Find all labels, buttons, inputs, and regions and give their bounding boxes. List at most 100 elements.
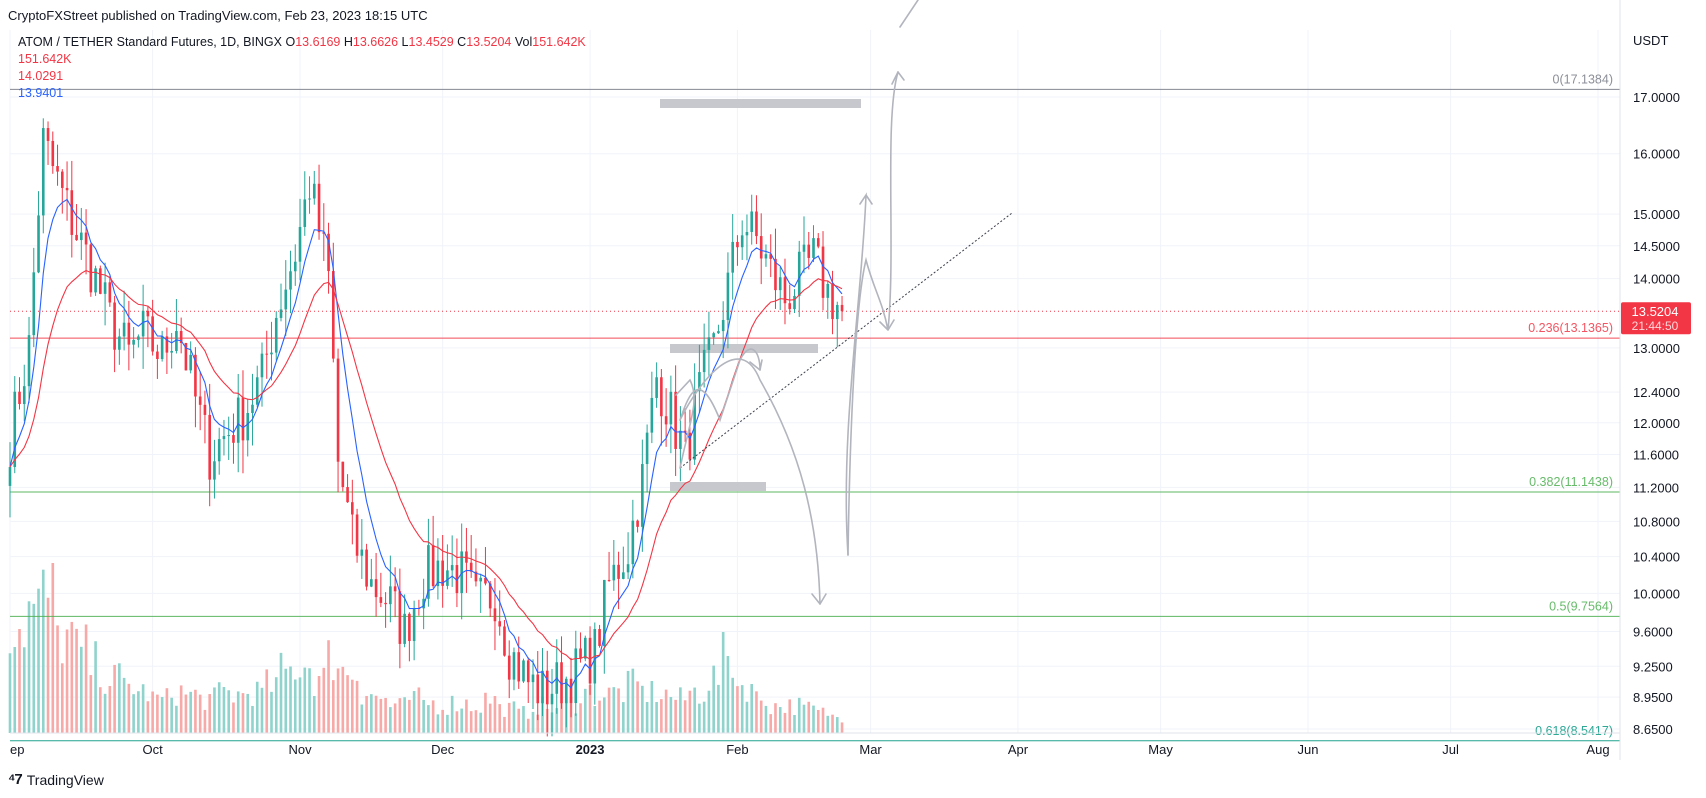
candle-body (574, 648, 578, 704)
candle-body (812, 238, 815, 258)
candle-body (446, 570, 449, 586)
candle-body (108, 282, 112, 303)
candle-body (617, 564, 620, 579)
candle-body (412, 607, 416, 642)
candle-body (541, 670, 544, 704)
volume-bar (365, 695, 368, 733)
candle-body (721, 319, 725, 332)
time-axis-label: Aug (1586, 742, 1609, 757)
volume-bar (759, 700, 763, 733)
volume-bar (764, 705, 768, 733)
candle-body (607, 579, 611, 581)
price-and-time-axes: ep Oct Nov Dec 2023 Feb Mar Apr May Jun Jul Aug 17.0… (10, 0, 1691, 760)
candle-body (70, 190, 74, 235)
tradingview-brand[interactable]: ⁴7 TradingView (8, 771, 104, 788)
fib-label: 0.382(11.1438) (1529, 475, 1613, 489)
candle-body (113, 302, 116, 350)
tradingview-logo-icon: ⁴7 (8, 771, 23, 788)
candle-body (598, 629, 601, 646)
volume-bar (583, 688, 587, 733)
volume-bar (18, 629, 21, 733)
candle-body (8, 467, 12, 486)
volume-bar (750, 683, 754, 733)
volume-bar (241, 693, 245, 733)
volume-bar (146, 701, 150, 733)
candle-body (208, 414, 211, 480)
volume-bar (840, 722, 844, 733)
volume-bar (137, 691, 140, 733)
volume-bar (679, 687, 682, 733)
volume-bar (317, 676, 321, 733)
candle-body (260, 353, 264, 378)
candle-body (236, 397, 240, 443)
candle-body (156, 351, 159, 360)
trendline (679, 212, 1013, 469)
symbol-name[interactable]: ATOM / TETHER Standard Futures, 1D, BING… (18, 35, 282, 49)
volume-bar (802, 704, 806, 733)
candle-body (769, 254, 773, 259)
volume-bar (431, 700, 435, 733)
volume-bar (289, 666, 292, 733)
drawn-arrow (675, 378, 695, 469)
candle-body (807, 244, 811, 258)
candle-body (322, 232, 326, 234)
candle-body (303, 199, 307, 227)
volume-bar (346, 675, 349, 733)
candle-body (379, 597, 383, 603)
candle-body (41, 128, 45, 216)
volume-bar (427, 705, 430, 733)
candle-body (484, 577, 487, 584)
volume-bar (113, 664, 116, 733)
price-axis-label: 8.6500 (1633, 722, 1673, 737)
volume-bar (103, 693, 107, 733)
volume-bar (745, 701, 749, 733)
volume-bar (598, 700, 601, 733)
volume-bar (555, 708, 559, 733)
candle-body (312, 183, 316, 199)
volume-bar (32, 603, 36, 733)
candle-body (165, 336, 169, 353)
drawn-arrow (879, 319, 895, 331)
candle-body (389, 586, 392, 605)
price-axis-label: 12.4000 (1633, 385, 1680, 400)
fib-label: 0.236(13.1365) (1528, 321, 1613, 335)
candle-body (60, 171, 64, 188)
price-axis-label: 15.0000 (1633, 207, 1680, 222)
volume-bar (498, 704, 502, 733)
volume-bar (141, 684, 145, 733)
volume-bar (270, 691, 273, 733)
candle-body (246, 413, 250, 441)
candle-body (536, 674, 540, 704)
volume-bar (450, 695, 454, 733)
volume-bar (398, 698, 402, 733)
candle-body (13, 391, 17, 468)
candle-body (308, 198, 311, 200)
candle-body (270, 352, 273, 355)
volume-bar (793, 715, 796, 733)
volume-bar (189, 691, 192, 733)
volume-bar (355, 680, 359, 733)
candle-body (346, 487, 349, 503)
brand-label: TradingView (26, 771, 104, 788)
volume-bar (8, 653, 12, 733)
candle-body (384, 602, 387, 605)
candle-body (431, 545, 435, 587)
price-axis-label: 12.0000 (1633, 416, 1680, 431)
candle-body (227, 435, 231, 437)
ohlc-key-h: H (340, 35, 353, 49)
volume-bar (312, 695, 316, 733)
candle-body (550, 693, 554, 705)
candle-body (370, 579, 373, 587)
volume-bar (41, 569, 45, 733)
volume-bar (99, 687, 102, 733)
time-axis-label: May (1148, 742, 1173, 757)
volume-bar (341, 666, 345, 733)
volume-bar (379, 698, 383, 733)
volume-bar (70, 621, 74, 733)
candle-body (132, 339, 135, 345)
candle-body (18, 391, 21, 405)
price-axis-label: 17.0000 (1633, 90, 1680, 105)
volume-bar (650, 680, 654, 733)
candle-body (455, 565, 459, 594)
